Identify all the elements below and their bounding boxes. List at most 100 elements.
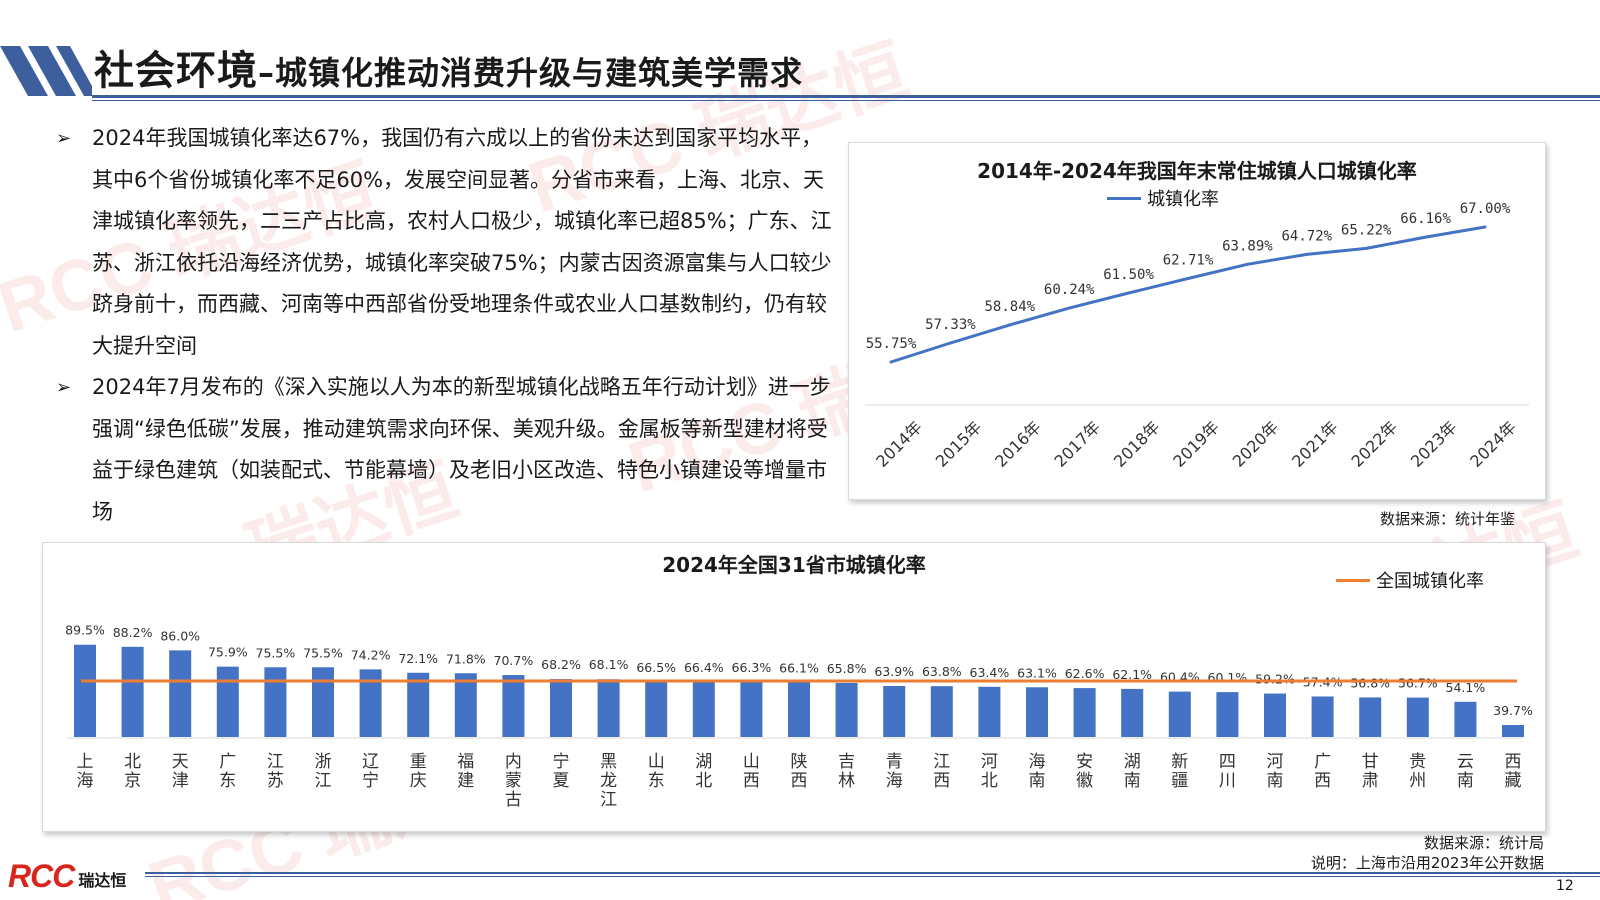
category-label-char: 藏 <box>1505 771 1522 791</box>
category-label-char: 甘 <box>1362 752 1379 772</box>
bar <box>1406 697 1429 737</box>
bar-value-label: 54.1% <box>1446 680 1486 695</box>
category-label-char: 河 <box>981 752 998 772</box>
category-label-char: 江 <box>600 790 617 810</box>
text-block: ➢ 2024年我国城镇化率达67%，我国仍有六成以上的省份未达到国家平均水平，其… <box>56 118 832 533</box>
data-point <box>1424 235 1428 239</box>
x-tick-label: 2024年 <box>1466 417 1520 471</box>
data-label: 60.24% <box>1044 282 1095 298</box>
data-point <box>1483 225 1487 229</box>
bar-value-label: 60.1% <box>1208 670 1248 685</box>
category-label-char: 宁 <box>362 771 379 791</box>
category-label-char: 广 <box>219 752 236 772</box>
bar <box>1026 687 1048 737</box>
category-label: 青海 <box>886 752 903 791</box>
x-tick-label: 2019年 <box>1169 417 1223 471</box>
page-title-dash: – <box>258 54 275 92</box>
bar <box>1216 692 1239 737</box>
legend-label: 城镇化率 <box>1147 189 1219 210</box>
page-title-main: 社会环境 <box>94 48 258 94</box>
x-tick-label: 2023年 <box>1407 417 1461 471</box>
bar <box>216 666 239 737</box>
data-point <box>1305 252 1309 256</box>
category-label-char: 蒙 <box>505 771 522 791</box>
category-label-char: 江 <box>933 752 950 772</box>
category-label-char: 古 <box>505 790 522 810</box>
category-label-char: 新 <box>1171 752 1188 772</box>
bar-value-label: 66.1% <box>779 660 819 675</box>
category-label-char: 西 <box>1505 752 1522 772</box>
header-divider-thin <box>92 100 1600 101</box>
category-label-char: 山 <box>648 752 665 772</box>
line-chart-panel: 2014年-2024年我国年末常住城镇人口城镇化率 城镇化率 55.75% 57.… <box>848 142 1546 500</box>
data-label: 55.75% <box>866 336 917 352</box>
data-point <box>1067 306 1071 310</box>
category-label: 黑龙江 <box>600 752 617 810</box>
data-label: 61.50% <box>1103 267 1154 283</box>
bar <box>1073 688 1096 737</box>
bullet-text: 2024年7月发布的《深入实施以人为本的新型城镇化战略五年行动计划》进一步强调“… <box>92 375 831 524</box>
company-logo: RCC 瑞达恒 <box>8 858 126 895</box>
x-tick-label: 2022年 <box>1348 417 1402 471</box>
bar-value-label: 63.4% <box>970 665 1010 680</box>
category-label-char: 疆 <box>1171 771 1188 791</box>
category-label: 北京 <box>124 752 141 791</box>
bar <box>1502 725 1524 737</box>
category-label: 安徽 <box>1076 752 1093 791</box>
category-label-char: 福 <box>457 752 474 772</box>
x-tick-label: 2018年 <box>1110 417 1164 471</box>
category-label-char: 北 <box>124 752 141 772</box>
category-label: 海南 <box>1029 752 1046 791</box>
page-title: 社会环境–城镇化推动消费升级与建筑美学需求 <box>94 38 803 96</box>
bar <box>1454 701 1477 737</box>
bar <box>597 679 620 737</box>
page-subtitle: 城镇化推动消费升级与建筑美学需求 <box>275 54 804 92</box>
category-label-char: 海 <box>1029 752 1046 772</box>
category-label-char: 东 <box>219 771 236 791</box>
category-label: 山西 <box>743 752 760 791</box>
bullet-item: ➢ 2024年我国城镇化率达67%，我国仍有六成以上的省份未达到国家平均水平，其… <box>56 118 832 367</box>
category-label-char: 安 <box>1076 752 1093 772</box>
category-label: 内蒙古 <box>505 752 522 810</box>
category-label-char: 湖 <box>1124 752 1141 772</box>
bar-value-label: 75.5% <box>303 645 343 660</box>
category-label: 新疆 <box>1171 752 1188 791</box>
category-label-char: 青 <box>886 752 903 772</box>
bar-value-label: 75.5% <box>256 645 296 660</box>
bar-chart-note: 说明：上海市沿用2023年公开数据 <box>1310 854 1544 872</box>
category-label-char: 吉 <box>838 752 855 772</box>
bar-value-label: 39.7% <box>1493 703 1533 718</box>
data-label: 64.72% <box>1282 228 1333 244</box>
category-label-char: 河 <box>1267 752 1284 772</box>
bar-value-label: 56.7% <box>1398 676 1438 691</box>
bar-value-label: 62.1% <box>1112 667 1152 682</box>
logo-cn-text: 瑞达恒 <box>78 871 127 890</box>
bar <box>1121 688 1144 737</box>
legend-line-swatch <box>1336 578 1370 582</box>
bar <box>883 685 906 737</box>
data-label: 62.71% <box>1163 252 1214 268</box>
category-label: 浙江 <box>315 752 332 791</box>
category-label: 天津 <box>172 752 189 791</box>
category-label: 广西 <box>1314 752 1331 791</box>
data-point <box>1008 323 1012 327</box>
category-label-char: 庆 <box>410 771 427 791</box>
category-label-char: 海 <box>77 771 94 791</box>
data-label: 63.89% <box>1222 238 1273 254</box>
series-line <box>890 225 1486 364</box>
bar-value-label: 59.2% <box>1255 672 1295 687</box>
category-label-char: 江 <box>267 752 284 772</box>
data-label: 65.22% <box>1341 222 1392 238</box>
bar <box>550 679 572 737</box>
bar-value-label: 62.6% <box>1065 666 1105 681</box>
bullet-arrow-icon: ➢ <box>56 377 72 398</box>
category-label: 西藏 <box>1505 752 1522 791</box>
category-label-char: 海 <box>886 771 903 791</box>
bar <box>978 686 1001 737</box>
bar <box>121 646 144 737</box>
bar <box>1359 697 1382 737</box>
category-label-char: 龙 <box>600 771 617 791</box>
bar <box>312 667 334 737</box>
category-label-char: 西 <box>743 771 760 791</box>
bullet-item: ➢ 2024年7月发布的《深入实施以人为本的新型城镇化战略五年行动计划》进一步强… <box>56 367 832 533</box>
